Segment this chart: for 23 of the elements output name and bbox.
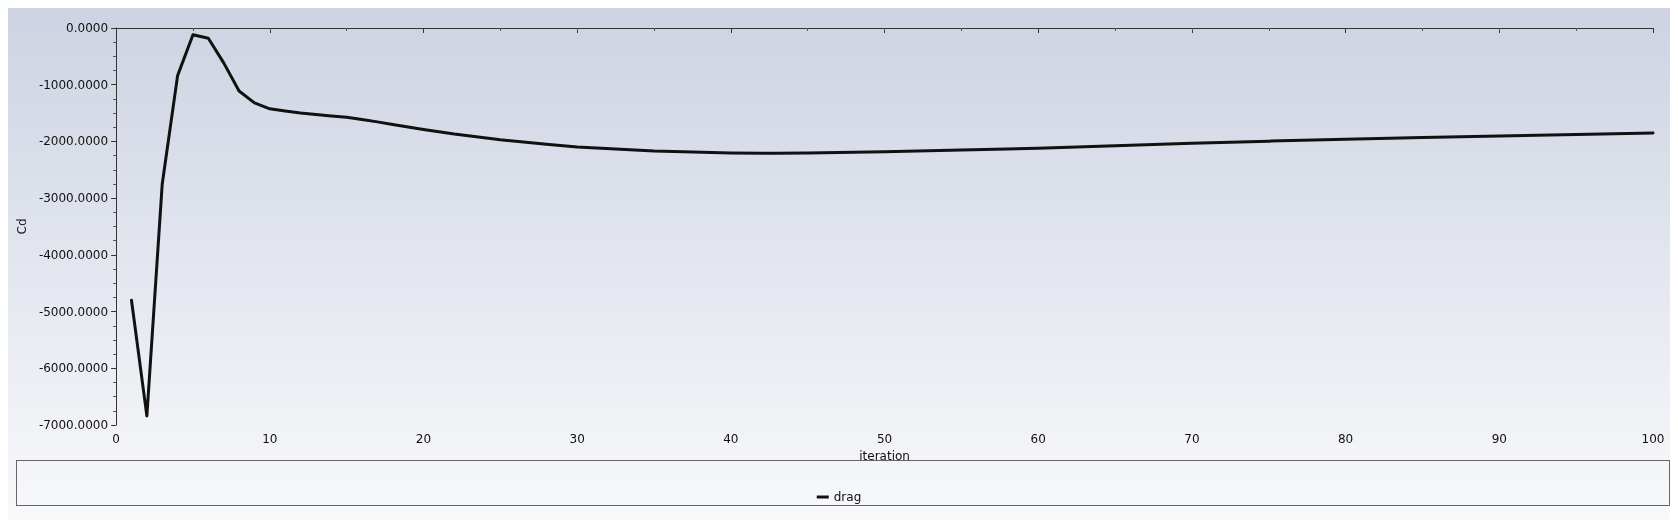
y-tick-label: -1000.0000 bbox=[38, 77, 109, 92]
x-tick-label: 60 bbox=[1030, 432, 1046, 446]
y-tick-label: -3000.0000 bbox=[38, 191, 109, 206]
y-tick-label: -6000.0000 bbox=[38, 361, 109, 376]
x-tick-label: 90 bbox=[1491, 432, 1507, 446]
x-tick-label: 30 bbox=[569, 432, 585, 446]
y-tick-label: -7000.0000 bbox=[38, 418, 109, 432]
y-tick-label: 0.0000 bbox=[66, 21, 109, 35]
y-tick-label: -5000.0000 bbox=[38, 304, 109, 319]
y-tick-label: -4000.0000 bbox=[38, 247, 109, 262]
x-tick-label: 20 bbox=[415, 432, 432, 446]
y-axis-title: Cd bbox=[15, 218, 29, 235]
x-tick-label: 10 bbox=[262, 432, 278, 446]
x-axis-title: iteration bbox=[859, 448, 910, 463]
x-tick-label: 50 bbox=[876, 432, 893, 446]
y-tick-label: -2000.0000 bbox=[38, 134, 109, 149]
x-tick-label: 100 bbox=[1641, 432, 1665, 446]
x-tick-label: 40 bbox=[723, 432, 739, 446]
legend-label: drag bbox=[833, 490, 862, 504]
line-series bbox=[129, 33, 1655, 418]
x-tick-label: 80 bbox=[1337, 432, 1354, 446]
x-tick-label: 0 bbox=[112, 432, 120, 446]
x-tick-label: 70 bbox=[1184, 432, 1200, 446]
